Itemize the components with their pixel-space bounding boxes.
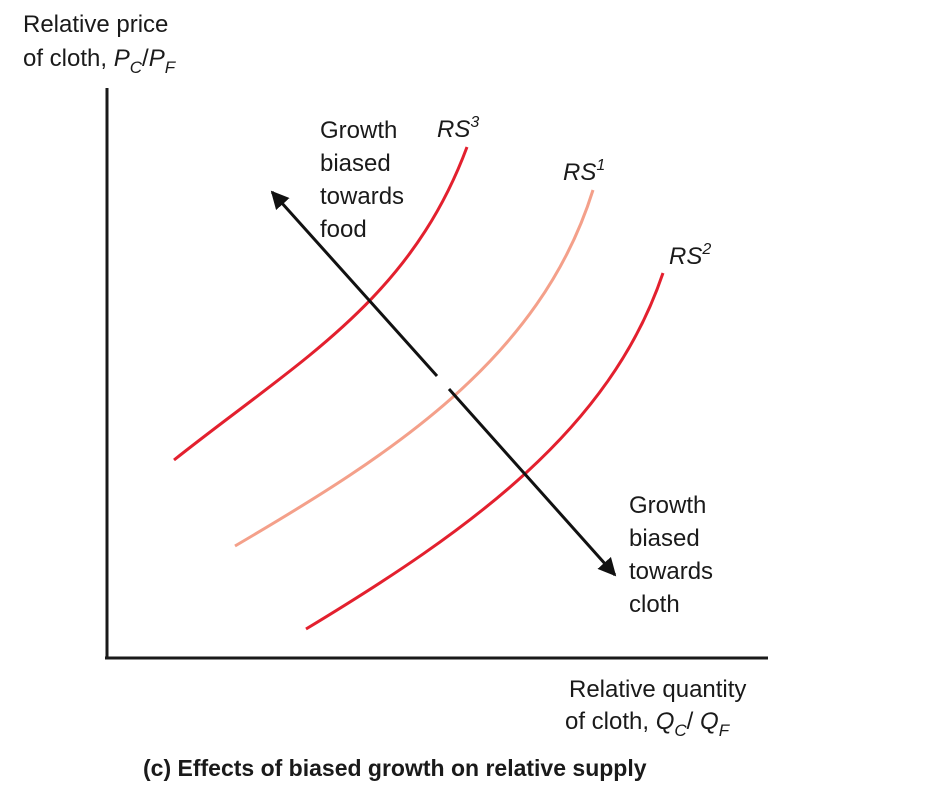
- rs1-label: RS1: [563, 157, 605, 186]
- x-axis-label-line1: Relative quantity: [569, 676, 746, 703]
- rs1-curve: [234, 189, 595, 548]
- y-axis-label-line1: Relative price: [23, 11, 168, 38]
- cloth-growth-arrow: [447, 388, 617, 577]
- y-axis-label-line2: of cloth, PC/PF: [23, 45, 177, 77]
- cloth-annotation: Growth biased towards cloth: [629, 492, 720, 618]
- rs2-label: RS2: [669, 241, 711, 270]
- rs3-curve: [173, 146, 469, 462]
- rs2-curve: [305, 272, 665, 631]
- x-axis-label-line2: of cloth, QC/ QF: [565, 708, 731, 740]
- rs3-label: RS3: [437, 114, 479, 143]
- food-growth-arrow: [270, 190, 439, 378]
- food-annotation: Growth biased towards food: [320, 117, 411, 243]
- figure-caption: (c) Effects of biased growth on relative…: [143, 755, 647, 781]
